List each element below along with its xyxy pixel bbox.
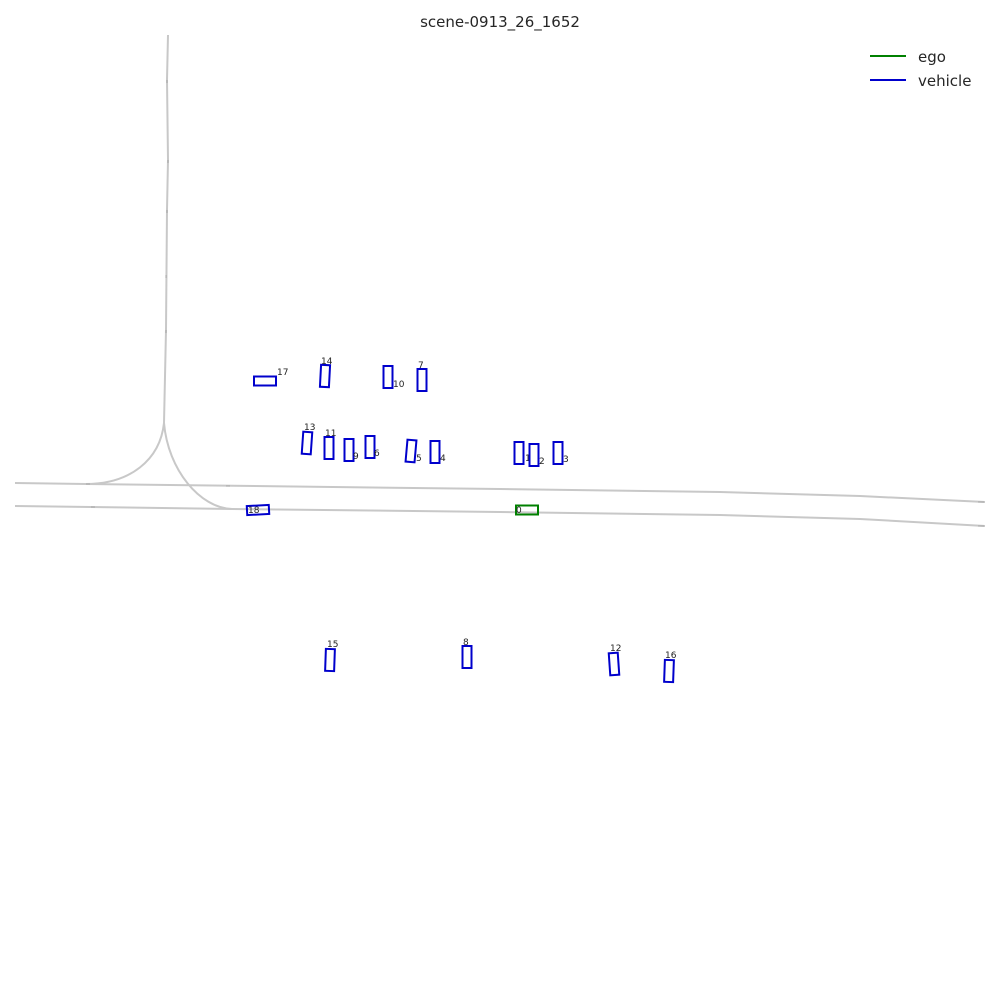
vehicle-box [323, 436, 335, 460]
vehicle-id-label: 5 [416, 454, 422, 464]
vehicle-15: 15 [324, 640, 338, 673]
ego-vehicle-0: 0 [515, 504, 539, 516]
vehicle-id-label: 11 [325, 429, 336, 439]
vehicle-id-label: 12 [610, 644, 621, 654]
vehicle-id-label: 15 [327, 640, 338, 650]
vehicle-box [461, 645, 473, 669]
lane-node-marks [86, 80, 984, 527]
vehicle-box [343, 438, 355, 462]
vehicle-box [429, 440, 441, 464]
lane-turn-east [163, 422, 233, 510]
vehicle-box [300, 430, 314, 456]
vehicle-14: 14 [318, 357, 333, 389]
plot-title: scene-0913_26_1652 [420, 13, 580, 32]
vehicle-box [552, 441, 564, 465]
vehicle-box [318, 363, 332, 389]
vehicle-id-label: 17 [277, 368, 288, 378]
lane-main-upper [14, 482, 986, 503]
vehicle-3: 3 [552, 441, 569, 465]
vehicle-1: 1 [513, 441, 531, 465]
vehicle-9: 9 [343, 438, 359, 462]
vehicle-id-label: 4 [440, 454, 446, 464]
vehicle-box [607, 651, 621, 677]
vehicle-8: 8 [461, 638, 473, 669]
lane-vertical-north [163, 34, 170, 424]
vehicle-11: 11 [323, 429, 336, 460]
vehicle-id-label: 16 [665, 651, 677, 661]
vehicle-id-label: 9 [353, 452, 359, 462]
vehicle-6: 6 [364, 435, 380, 459]
vehicle-16: 16 [663, 651, 677, 684]
vehicle-box [382, 365, 394, 389]
vehicle-box [528, 443, 540, 467]
vehicle-box [364, 435, 376, 459]
vehicle-17: 17 [253, 368, 288, 387]
vehicle-id-label: 18 [248, 506, 260, 516]
vehicle-id-label: 13 [304, 423, 315, 433]
vehicle-id-label: 14 [321, 357, 333, 367]
vehicle-id-label: 10 [393, 380, 405, 390]
vehicle-box [515, 504, 539, 516]
vehicle-id-label: 0 [516, 506, 522, 516]
vehicle-box [404, 438, 418, 464]
lane-main-lower [14, 505, 986, 527]
vehicle-box [416, 368, 428, 392]
vehicle-box [253, 375, 277, 387]
vehicle-id-label: 1 [525, 454, 531, 464]
vehicle-2: 2 [528, 443, 545, 467]
vehicle-id-label: 7 [418, 361, 424, 371]
vehicle-id-label: 2 [539, 457, 545, 467]
vehicle-id-label: 3 [563, 455, 569, 465]
vehicle-box [513, 441, 525, 465]
vehicle-box [324, 647, 336, 673]
vehicle-4: 4 [429, 440, 446, 464]
vehicle-box [245, 503, 271, 517]
vehicle-id-label: 8 [463, 638, 469, 648]
lane-turn-west [85, 422, 165, 485]
legend: ego vehicle [870, 48, 971, 90]
vehicle-7: 7 [416, 361, 428, 392]
vehicle-box [663, 658, 675, 684]
legend-label-ego: ego [918, 48, 946, 66]
vehicle-id-label: 6 [374, 449, 380, 459]
vehicle-10: 10 [382, 365, 405, 390]
vehicle-5: 5 [404, 438, 422, 464]
vehicle-12: 12 [607, 644, 621, 677]
vehicle-18: 18 [245, 503, 271, 517]
vehicle-13: 13 [300, 423, 315, 456]
legend-label-vehicle: vehicle [918, 72, 971, 90]
road-lanes [14, 34, 986, 527]
